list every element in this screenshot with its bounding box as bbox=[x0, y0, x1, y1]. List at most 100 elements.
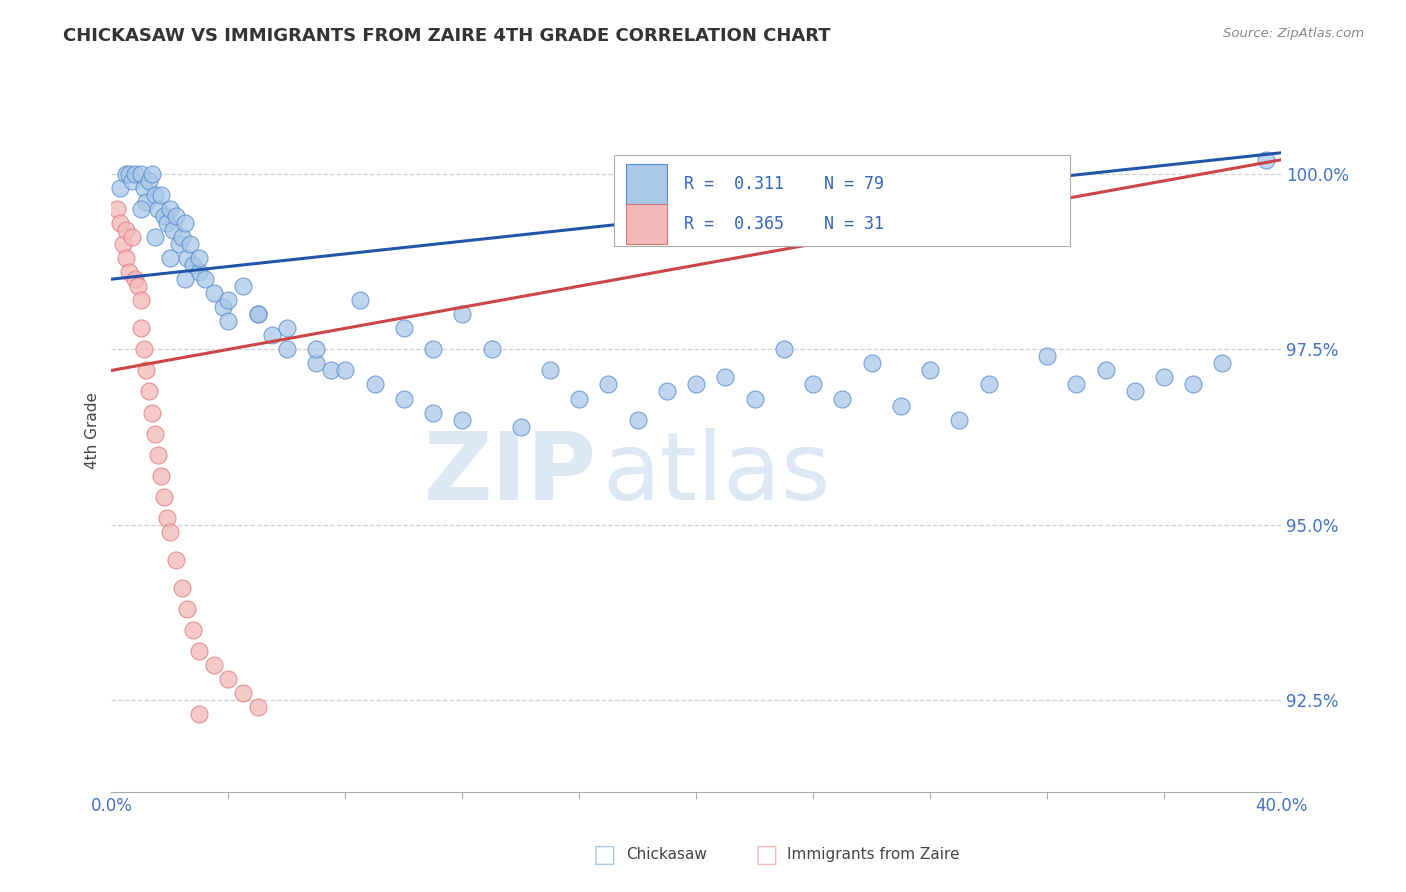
Point bbox=[105, 202, 128, 216]
Point bbox=[217, 673, 239, 687]
Point bbox=[392, 321, 415, 335]
Point bbox=[188, 644, 211, 658]
Point bbox=[1123, 384, 1146, 399]
Point bbox=[422, 343, 444, 357]
Point bbox=[129, 202, 152, 216]
Point bbox=[143, 230, 166, 244]
Point bbox=[831, 392, 853, 406]
Point bbox=[143, 187, 166, 202]
Point bbox=[1064, 377, 1087, 392]
Point bbox=[148, 448, 170, 462]
Point bbox=[246, 700, 269, 714]
Point bbox=[451, 307, 474, 321]
Point bbox=[129, 293, 152, 308]
Point bbox=[148, 202, 170, 216]
Point bbox=[305, 356, 328, 370]
Point bbox=[159, 251, 181, 265]
Point bbox=[176, 602, 198, 616]
Point bbox=[188, 251, 211, 265]
Point bbox=[1094, 363, 1116, 377]
Point bbox=[159, 202, 181, 216]
Point bbox=[481, 343, 503, 357]
Point bbox=[890, 399, 912, 413]
Point bbox=[170, 230, 193, 244]
Point bbox=[276, 343, 298, 357]
Point bbox=[1182, 377, 1205, 392]
Point bbox=[349, 293, 371, 308]
FancyBboxPatch shape bbox=[614, 155, 1070, 245]
Point bbox=[150, 468, 173, 483]
Point bbox=[392, 392, 415, 406]
Point bbox=[138, 384, 160, 399]
Point bbox=[135, 363, 157, 377]
Point bbox=[170, 581, 193, 595]
Point bbox=[655, 384, 678, 399]
Point bbox=[246, 307, 269, 321]
Point bbox=[509, 419, 531, 434]
Point bbox=[232, 686, 254, 700]
Point bbox=[211, 300, 233, 314]
Point bbox=[167, 237, 190, 252]
Point bbox=[188, 265, 211, 279]
Point bbox=[115, 251, 138, 265]
Point bbox=[159, 524, 181, 539]
Point bbox=[1256, 153, 1278, 167]
FancyBboxPatch shape bbox=[626, 164, 666, 204]
Point bbox=[335, 363, 357, 377]
Point bbox=[217, 314, 239, 328]
Point bbox=[948, 412, 970, 426]
Point bbox=[132, 343, 155, 357]
Point bbox=[627, 412, 650, 426]
Point bbox=[305, 343, 328, 357]
Y-axis label: 4th Grade: 4th Grade bbox=[86, 392, 100, 468]
Text: R =  0.311    N = 79: R = 0.311 N = 79 bbox=[685, 175, 884, 194]
Point bbox=[115, 167, 138, 181]
Point bbox=[598, 377, 620, 392]
Point bbox=[202, 658, 225, 673]
Point bbox=[1036, 350, 1059, 364]
Point bbox=[173, 216, 195, 230]
Point bbox=[977, 377, 1000, 392]
Point bbox=[773, 343, 796, 357]
Point bbox=[422, 406, 444, 420]
Point bbox=[202, 286, 225, 301]
Point bbox=[714, 370, 737, 384]
Point bbox=[363, 377, 385, 392]
Text: Source: ZipAtlas.com: Source: ZipAtlas.com bbox=[1223, 27, 1364, 40]
Point bbox=[127, 279, 149, 293]
Text: □: □ bbox=[593, 843, 616, 866]
FancyBboxPatch shape bbox=[626, 204, 666, 244]
Point bbox=[150, 187, 173, 202]
Point bbox=[138, 174, 160, 188]
Text: R =  0.365    N = 31: R = 0.365 N = 31 bbox=[685, 215, 884, 233]
Point bbox=[141, 167, 163, 181]
Point bbox=[176, 251, 198, 265]
Point bbox=[124, 272, 146, 286]
Text: Immigrants from Zaire: Immigrants from Zaire bbox=[787, 847, 960, 862]
Point bbox=[276, 321, 298, 335]
Point bbox=[232, 279, 254, 293]
Point bbox=[165, 553, 187, 567]
Text: Chickasaw: Chickasaw bbox=[626, 847, 707, 862]
Point bbox=[108, 216, 131, 230]
Point bbox=[920, 363, 942, 377]
Text: atlas: atlas bbox=[603, 427, 831, 519]
Point bbox=[156, 216, 179, 230]
Point bbox=[262, 328, 284, 343]
Point bbox=[194, 272, 217, 286]
Point bbox=[121, 230, 143, 244]
Point bbox=[685, 377, 707, 392]
Point bbox=[108, 181, 131, 195]
Point bbox=[129, 167, 152, 181]
Point bbox=[135, 194, 157, 209]
Point bbox=[162, 223, 184, 237]
Point bbox=[124, 167, 146, 181]
Point bbox=[115, 223, 138, 237]
Point bbox=[179, 237, 201, 252]
Point bbox=[143, 426, 166, 441]
Point bbox=[153, 209, 176, 223]
Point bbox=[165, 209, 187, 223]
Point bbox=[153, 490, 176, 504]
Point bbox=[188, 707, 211, 722]
Point bbox=[217, 293, 239, 308]
